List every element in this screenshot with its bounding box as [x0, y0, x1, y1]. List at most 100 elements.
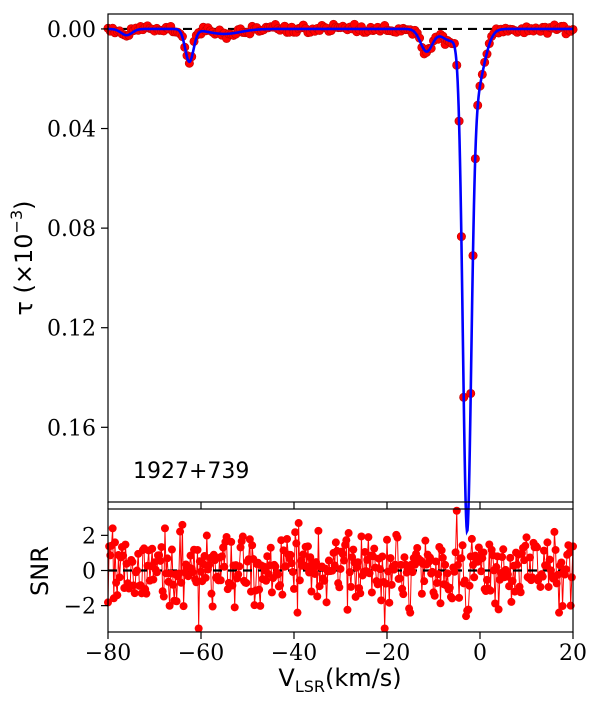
snr-data-point	[383, 535, 391, 544]
snr-data-point	[545, 555, 554, 564]
snr-data-point	[273, 570, 282, 579]
snr-data-point	[234, 570, 243, 579]
snr-data-point	[460, 576, 469, 585]
snr-data-point	[163, 554, 172, 563]
snr-data-point	[266, 543, 275, 552]
snr-data-point	[421, 536, 430, 545]
snr-data-point	[202, 531, 211, 540]
snr-data-point	[165, 601, 174, 610]
snr-data-point	[324, 556, 333, 565]
tau-y-axis-label-main: τ (×10	[10, 233, 38, 315]
snr-data-point	[108, 524, 117, 533]
snr-data-point	[353, 558, 362, 567]
snr-data-point	[149, 575, 158, 584]
tau-y-ticks: 0.00 0.04 0.08 0.12 0.16	[47, 18, 108, 441]
snr-data-point	[521, 541, 530, 550]
snr-data-point	[157, 543, 166, 552]
snr-data-point	[346, 582, 355, 591]
snr-data-point	[110, 538, 119, 547]
snr-data-point	[536, 582, 545, 591]
snr-data-point	[238, 532, 247, 541]
snr-data-point	[555, 608, 564, 617]
snr-data-point	[303, 542, 312, 551]
tau-y-axis-label: τ (×10−3)	[7, 200, 38, 315]
tau-y-tick-label: 0.08	[47, 217, 96, 242]
tau-observed-points-series	[103, 19, 578, 536]
snr-data-point	[470, 573, 479, 582]
snr-data-point	[250, 601, 259, 610]
source-name-annotation: 1927+739	[133, 459, 249, 484]
snr-data-point	[457, 554, 466, 563]
snr-data-point	[345, 568, 354, 577]
snr-data-point	[451, 548, 460, 557]
snr-data-point	[235, 562, 244, 571]
snr-data-point	[522, 533, 531, 542]
snr-data-point	[448, 594, 457, 603]
snr-data-point	[291, 528, 300, 537]
snr-data-point	[438, 553, 447, 562]
snr-data-point	[437, 546, 446, 555]
snr-data-point	[335, 583, 344, 592]
snr-data-point	[129, 581, 138, 590]
snr-data-point	[227, 537, 236, 546]
snr-data-point	[207, 589, 216, 598]
snr-data-point	[307, 587, 316, 596]
snr-data-point	[320, 576, 329, 585]
snr-data-point	[420, 577, 429, 586]
snr-data-point	[276, 581, 285, 590]
snr-data-point	[367, 588, 376, 597]
snr-x-tick-label: −80	[85, 641, 131, 666]
snr-data-point	[357, 532, 366, 541]
snr-data-point	[441, 560, 450, 569]
snr-data-point	[159, 592, 168, 601]
snr-data-point	[387, 580, 396, 589]
snr-data-point	[314, 526, 323, 535]
tau-x-ticks	[107, 502, 574, 509]
snr-data-point	[443, 569, 452, 578]
snr-data-point	[271, 562, 280, 571]
snr-data-point	[176, 527, 185, 536]
snr-data-point	[562, 565, 571, 574]
snr-y-tick-label: 0	[82, 560, 96, 585]
snr-data-point	[391, 560, 400, 569]
snr-data-point	[452, 506, 461, 515]
snr-data-point	[245, 535, 254, 544]
snr-data-point	[315, 582, 324, 591]
snr-data-point	[364, 533, 373, 542]
snr-data-point	[432, 578, 441, 587]
snr-data-point	[474, 543, 483, 552]
snr-data-point	[172, 597, 181, 606]
snr-data-point	[395, 574, 404, 583]
snr-data-point	[479, 548, 488, 557]
snr-data-point	[385, 598, 394, 607]
snr-data-point	[216, 576, 225, 585]
snr-data-point	[370, 544, 379, 553]
snr-data-point	[248, 541, 257, 550]
snr-data-point	[194, 624, 203, 633]
snr-data-point	[399, 590, 408, 599]
snr-data-point	[256, 601, 265, 610]
snr-data-point	[336, 564, 345, 573]
snr-data-point	[199, 560, 208, 569]
snr-x-tick-label: −40	[271, 641, 317, 666]
snr-data-point	[292, 539, 301, 548]
snr-data-point	[236, 543, 245, 552]
snr-data-point	[434, 570, 443, 579]
tau-panel: 0.00 0.04 0.08 0.12 0.16 1927+739 τ (×10−3)	[7, 13, 578, 536]
snr-data-point	[413, 543, 422, 552]
snr-data-point	[436, 599, 445, 608]
snr-data-point	[294, 519, 303, 528]
snr-x-tick-label: −20	[364, 641, 410, 666]
snr-data-point	[128, 557, 137, 566]
snr-data-point	[431, 557, 440, 566]
snr-data-point	[486, 586, 495, 595]
snr-data-point	[532, 543, 541, 552]
snr-data-point	[160, 524, 169, 533]
velocity-x-axis-label-units: (km/s)	[325, 664, 402, 692]
snr-data-point	[507, 597, 516, 606]
snr-data-point	[313, 592, 322, 601]
snr-data-point	[494, 605, 503, 614]
snr-data-point	[508, 576, 517, 585]
snr-data-point	[113, 591, 122, 600]
